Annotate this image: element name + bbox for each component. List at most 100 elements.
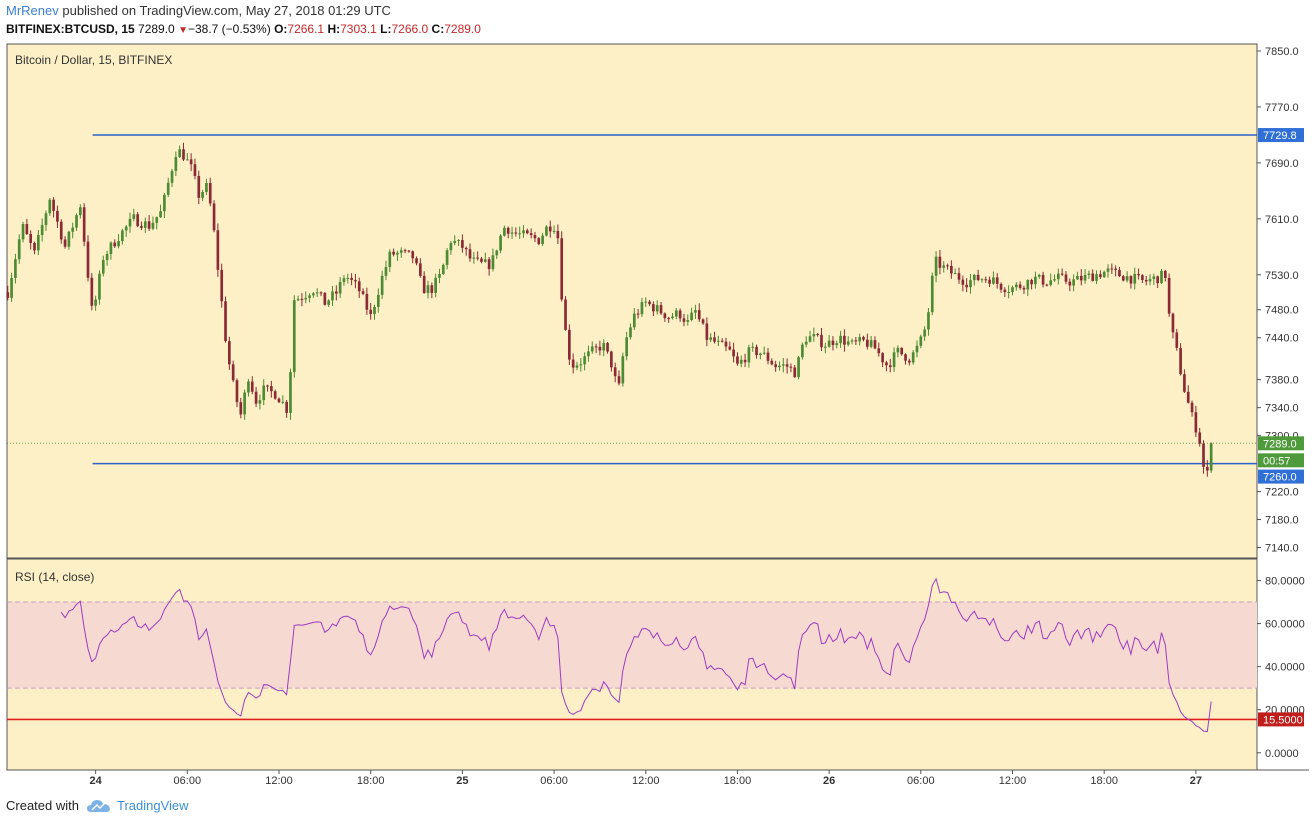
candle — [697, 303, 701, 322]
candle-body — [854, 340, 858, 342]
price-panel-bg — [6, 43, 1258, 559]
candle-body — [717, 340, 720, 342]
candle-body — [342, 278, 346, 282]
candle-body — [1125, 276, 1129, 281]
candle-body — [36, 235, 40, 251]
time-tick-label: 18:00 — [1090, 775, 1118, 787]
candle-body — [438, 274, 441, 278]
candle — [36, 230, 40, 256]
candle — [1171, 312, 1175, 339]
candle-body — [182, 149, 185, 160]
author-link[interactable]: MrRenev — [6, 3, 59, 18]
candle-body — [136, 214, 139, 227]
candle — [709, 333, 713, 343]
candle — [304, 291, 308, 304]
candle-body — [1030, 280, 1033, 285]
candle-body — [644, 301, 648, 303]
candle-body — [1057, 273, 1060, 280]
candle — [537, 237, 541, 246]
candle — [292, 295, 296, 378]
candle — [762, 346, 766, 355]
chart-canvas[interactable]: 7850.0 7770.0 7690.0 7610.0 7530.0 7480.0 7440… — [0, 0, 1316, 790]
candle — [25, 218, 29, 236]
publish-text: published on TradingView.com, May 27, 20… — [62, 3, 391, 18]
candle — [71, 222, 75, 239]
candle-body — [556, 230, 560, 239]
candle-body — [655, 305, 659, 312]
candle-body — [426, 285, 430, 294]
time-tick-label: 06:00 — [174, 775, 202, 787]
candle — [472, 251, 476, 264]
candle-body — [419, 263, 422, 276]
candle — [541, 232, 544, 246]
candle — [258, 394, 262, 410]
candle — [445, 248, 449, 270]
candle — [273, 389, 277, 400]
candle — [52, 197, 55, 218]
candle-body — [1156, 276, 1160, 284]
candle-body — [128, 218, 132, 227]
candle-body — [705, 323, 709, 340]
open-value: 7266.1 — [287, 22, 325, 36]
candle-body — [1091, 273, 1095, 281]
candle — [1198, 427, 1202, 447]
candle-body — [762, 352, 766, 354]
candle — [953, 268, 957, 275]
candle — [1141, 274, 1144, 283]
candle — [999, 282, 1003, 293]
candle — [262, 379, 266, 406]
candle-body — [892, 352, 896, 368]
candle — [717, 335, 720, 347]
candle — [1118, 266, 1121, 278]
candle-body — [602, 342, 606, 351]
candle-body — [820, 334, 823, 348]
candle-body — [911, 352, 915, 363]
candle — [457, 239, 460, 247]
candle-body — [946, 265, 949, 267]
candle-body — [140, 226, 143, 228]
candle — [812, 327, 816, 342]
candle-body — [724, 341, 728, 347]
candle-body — [415, 258, 418, 264]
price-tick-label: 7140.0 — [1265, 543, 1299, 555]
candle-body — [503, 227, 506, 236]
tradingview-link[interactable]: TradingView — [116, 798, 189, 813]
candle-body — [980, 279, 984, 281]
candle — [365, 287, 369, 315]
candle-body — [480, 258, 483, 262]
candle-body — [1148, 278, 1152, 282]
candle-body — [29, 233, 33, 243]
high-label: H: — [327, 22, 341, 36]
candle — [770, 358, 774, 366]
candle — [170, 168, 174, 188]
candle — [438, 268, 441, 284]
candle — [846, 336, 850, 347]
candle-body — [193, 164, 197, 176]
last-price-tag: 7289.0 — [1258, 436, 1304, 451]
symbol-label[interactable]: BITFINEX:BTCUSD, 15 — [6, 22, 135, 36]
candle-body — [331, 291, 334, 301]
candle-body — [239, 402, 243, 415]
candle-body — [552, 230, 556, 232]
price-tick-label: 7180.0 — [1265, 515, 1299, 527]
candle — [1133, 267, 1137, 290]
time-tick-label: 12:00 — [265, 775, 293, 787]
candle-body — [525, 230, 529, 234]
candle — [140, 221, 143, 231]
candle — [621, 352, 625, 387]
candle-body — [79, 207, 82, 216]
candle-body — [1114, 268, 1117, 270]
candle — [904, 353, 907, 365]
candle-body — [1144, 279, 1148, 282]
candle — [705, 317, 709, 347]
candle — [545, 225, 548, 237]
candle — [686, 314, 690, 326]
candle-body — [63, 239, 67, 247]
candle — [308, 293, 311, 303]
candle-body — [151, 222, 155, 229]
tradingview-cloud-icon — [86, 799, 110, 812]
candle-body — [751, 346, 755, 348]
candle — [342, 274, 346, 286]
candle-body — [86, 241, 90, 278]
candle-body — [885, 362, 888, 366]
